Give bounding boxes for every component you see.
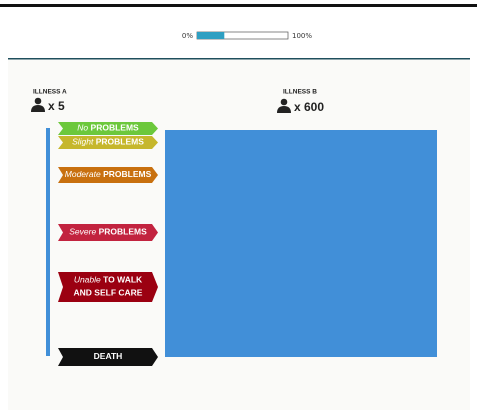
scale-label: DEATH — [94, 351, 123, 361]
scale-text: PROBLEMS — [91, 123, 140, 133]
scale-label: Slight PROBLEMS — [72, 137, 144, 147]
scale-qualifier: Slight — [72, 137, 94, 147]
scale-text: PROBLEMS — [103, 169, 152, 179]
scale-ribbon — [58, 272, 158, 302]
illness-b-title: ILLNESS B — [283, 89, 317, 96]
scale-text: PROBLEMS — [96, 137, 145, 147]
scale-text: TO WALK — [103, 275, 143, 285]
panel-rule — [8, 58, 470, 60]
illness-b-count: x 600 — [294, 100, 324, 114]
scale-label: No PROBLEMS — [77, 123, 139, 133]
scale-text: PROBLEMS — [99, 227, 148, 237]
person-icon — [31, 97, 45, 112]
scale-ribbon — [58, 348, 158, 366]
progress-end: 100% — [292, 32, 312, 40]
scale-qualifier: Moderate — [65, 169, 101, 179]
scale-qualifier: No — [77, 123, 88, 133]
illness-a-count: x 5 — [48, 99, 65, 113]
progress-fill — [197, 32, 225, 39]
illness-a-title: ILLNESS A — [33, 89, 67, 96]
progress-start: 0% — [182, 32, 193, 40]
scale-qualifier: Unable — [74, 275, 101, 285]
top-rule — [0, 4, 477, 7]
illness-b-area — [165, 130, 437, 357]
person-icon — [277, 98, 291, 113]
scale-label: Severe PROBLEMS — [69, 227, 147, 237]
scale-ribbon — [58, 122, 158, 135]
scale-text: AND SELF CARE — [74, 288, 143, 298]
scale-ribbon — [58, 167, 158, 183]
scale-qualifier: Severe — [69, 227, 96, 237]
scale-label: AND SELF CARE — [74, 288, 143, 298]
scale-text: DEATH — [94, 351, 123, 361]
scale-axis — [46, 128, 50, 356]
scale-ribbon — [58, 224, 158, 241]
scale-ribbon — [58, 136, 158, 149]
scale-label: Moderate PROBLEMS — [65, 169, 152, 179]
scale-label: Unable TO WALK — [74, 275, 143, 285]
